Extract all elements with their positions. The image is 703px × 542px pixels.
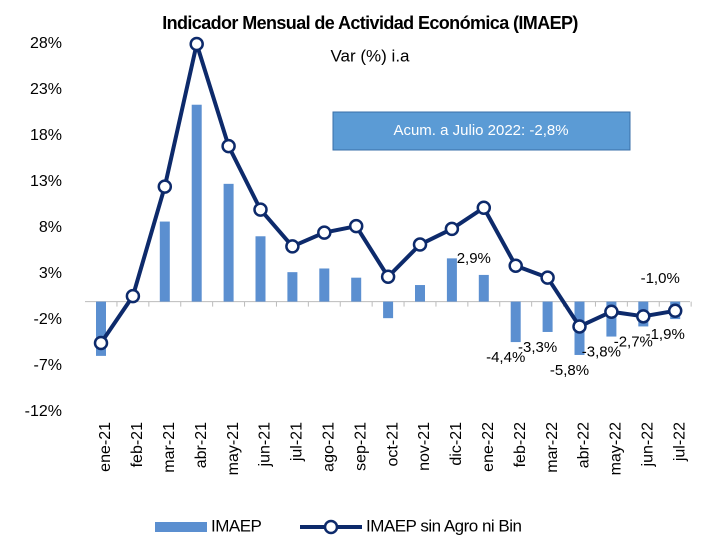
annotation-box [332, 111, 631, 151]
line-marker [667, 303, 683, 319]
y-tick-label: 8% [39, 219, 62, 236]
x-tick-label: jul-22 [671, 422, 688, 462]
legend-swatch-marker [323, 519, 339, 535]
data-label: -5,8% [550, 362, 589, 379]
bar [96, 301, 106, 356]
data-label: -3,3% [518, 339, 557, 356]
bar [542, 301, 553, 332]
legend-label: IMAEP [211, 516, 262, 535]
x-tick-label: oct-21 [384, 422, 401, 467]
bar [383, 301, 394, 319]
line-marker [444, 221, 460, 237]
x-tick-label: ene-21 [97, 422, 114, 472]
data-label: -4,4% [486, 349, 525, 366]
x-tick-label: ene-22 [480, 422, 497, 472]
line-marker [285, 239, 300, 254]
x-tick-label: mar-21 [161, 422, 178, 473]
x-tick-label: jul-21 [289, 422, 306, 462]
bar [191, 104, 202, 302]
legend-label: IMAEP sin Agro ni Bin [366, 516, 522, 535]
data-label: 2,9% [457, 250, 491, 267]
line-marker [476, 200, 492, 216]
x-tick-label: abr-21 [193, 422, 210, 468]
line-marker [317, 225, 332, 240]
y-tick-label: -2% [34, 311, 62, 328]
legend-swatch [155, 522, 207, 532]
x-tick-label: sep-21 [352, 422, 369, 471]
y-tick-label: 13% [30, 173, 62, 190]
annotation: Acum. a Julio 2022: -2,8% [393, 122, 568, 139]
x-tick-label: jun-22 [640, 422, 657, 468]
line-marker [125, 288, 141, 304]
data-label: -1,9% [646, 326, 685, 343]
y-tick-label: 28% [30, 35, 62, 52]
bar [223, 183, 234, 302]
x-tick-label: mar-22 [544, 422, 561, 473]
y-tick-label: 3% [39, 265, 62, 282]
x-tick-label: feb-22 [512, 422, 529, 467]
line [99, 42, 676, 345]
y-tick-label: 18% [30, 127, 62, 144]
y-tick-label: 23% [30, 81, 62, 98]
chart-title: Indicador Mensual de Actividad Económica… [162, 13, 578, 33]
data-label: -3,8% [582, 344, 621, 361]
bar [255, 236, 266, 302]
x-tick-label: may-22 [608, 422, 625, 475]
x-tick-label: may-21 [225, 422, 242, 475]
x-tick-label: feb-21 [129, 422, 146, 467]
bar [478, 274, 489, 302]
bar [446, 258, 457, 302]
x-tick-label: ago-21 [321, 422, 338, 472]
bar [415, 285, 425, 302]
data-label: -1,0% [641, 270, 680, 287]
bar [351, 277, 362, 302]
data-label: -2,7% [614, 333, 653, 350]
x-tick-label: jun-21 [257, 422, 274, 468]
line-marker [540, 270, 555, 285]
bar [319, 268, 330, 302]
line-marker [348, 218, 364, 234]
line-marker [572, 319, 587, 334]
line-marker [508, 258, 523, 273]
bar [159, 221, 170, 302]
line-marker [93, 335, 109, 351]
y-tick-label: -7% [34, 357, 62, 374]
line-marker [412, 237, 428, 252]
bar [510, 301, 521, 343]
line-marker [604, 304, 619, 319]
bar [287, 272, 298, 302]
line-marker [636, 309, 651, 324]
line-marker [253, 202, 268, 217]
x-tick-label: nov-21 [416, 422, 433, 471]
x-tick-label: dic-21 [448, 422, 465, 466]
chart-subtitle: Var (%) i.a [330, 46, 410, 65]
bar [606, 301, 617, 337]
y-tick-label: -12% [25, 403, 62, 420]
line-marker [189, 36, 204, 52]
line-marker [221, 138, 236, 154]
line-marker [157, 179, 173, 194]
line-marker [380, 269, 396, 285]
x-tick-label: abr-22 [576, 422, 593, 468]
